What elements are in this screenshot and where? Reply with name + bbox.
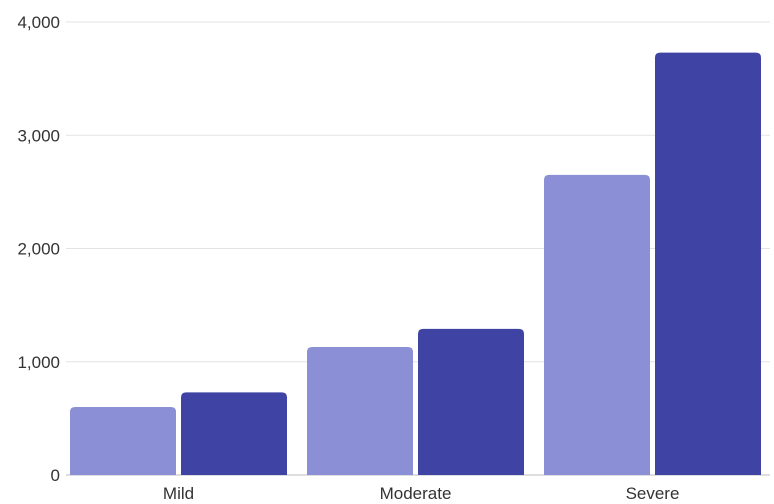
y-tick-label: 3,000 (17, 126, 60, 145)
x-category-label: Severe (626, 484, 680, 503)
x-category-label: Mild (163, 484, 194, 503)
y-axis-ticks: 0 1,000 2,000 3,000 4,000 (17, 13, 60, 485)
y-tick-label: 0 (51, 466, 60, 485)
y-tick-label: 2,000 (17, 240, 60, 259)
bar-mild-series-2 (181, 392, 287, 475)
bars (70, 52, 761, 475)
bar-moderate-series-2 (418, 328, 524, 475)
bar-severe-series-2 (655, 52, 761, 475)
gridlines (66, 21, 770, 476)
y-tick-label: 4,000 (17, 13, 60, 32)
bar-mild-series-1 (70, 407, 176, 475)
x-category-label: Moderate (380, 484, 452, 503)
x-axis-labels: Mild Moderate Severe (163, 484, 680, 503)
bar-moderate-series-1 (307, 347, 413, 475)
y-tick-label: 1,000 (17, 353, 60, 372)
bar-severe-series-1 (544, 174, 650, 475)
